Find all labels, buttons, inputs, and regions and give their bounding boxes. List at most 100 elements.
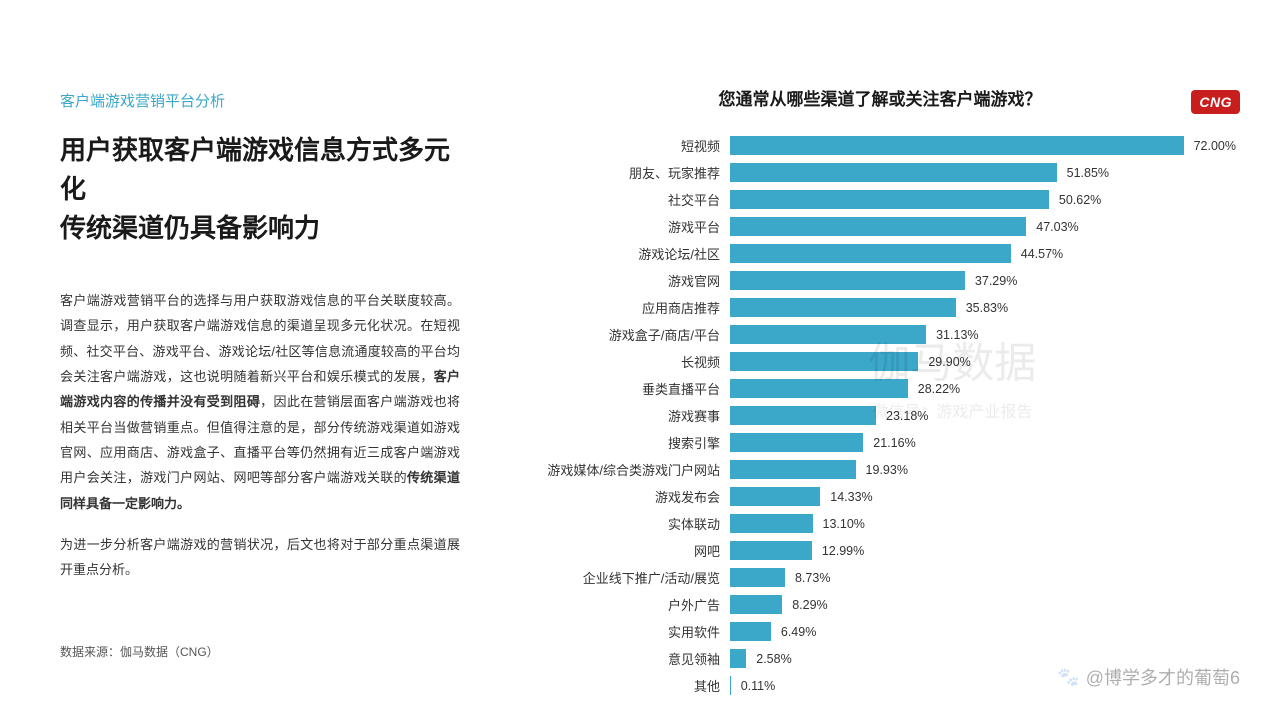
bar-value: 35.83%	[966, 301, 1008, 315]
bar-row: 搜索引擎 21.16%	[520, 429, 1240, 456]
data-source: 数据来源：伽马数据（CNG）	[60, 643, 460, 660]
bar-track: 31.13%	[730, 325, 1240, 344]
bar-row: 户外广告8.29%	[520, 591, 1240, 618]
bar-fill	[730, 136, 1184, 155]
bar-fill	[730, 514, 813, 533]
bar-value: 19.93%	[866, 463, 908, 477]
bar-track: 0.11%	[730, 676, 1240, 695]
bar-label: 实体联动	[520, 514, 730, 533]
bar-label: 其他	[520, 676, 730, 695]
bar-row: 游戏平台 47.03%	[520, 213, 1240, 240]
bar-value: 21.16%	[873, 436, 915, 450]
bar-fill	[730, 271, 965, 290]
bar-row: 游戏官网 37.29%	[520, 267, 1240, 294]
right-panel: CNG 您通常从哪些渠道了解或关注客户端游戏？ 短视频72.00%朋友、玩家推荐…	[500, 0, 1280, 720]
bar-fill	[730, 217, 1026, 236]
bar-value: 2.58%	[756, 652, 791, 666]
bar-track: 8.29%	[730, 595, 1240, 614]
bar-track: 13.10%	[730, 514, 1240, 533]
bar-track: 14.33%	[730, 487, 1240, 506]
bar-row: 游戏媒体/综合类游戏门户网站19.93%	[520, 456, 1240, 483]
bar-track: 12.99%	[730, 541, 1240, 560]
bar-fill	[730, 352, 918, 371]
paragraph-2: 为进一步分析客户端游戏的营销状况，后文也将对于部分重点渠道展开重点分析。	[60, 532, 460, 583]
cng-logo: CNG	[1191, 90, 1240, 114]
bar-value: 0.11%	[741, 679, 776, 693]
bar-row: 应用商店推荐35.83%	[520, 294, 1240, 321]
bar-row: 长视频 29.90%	[520, 348, 1240, 375]
bar-label: 游戏平台	[520, 217, 730, 236]
bar-fill	[730, 649, 746, 668]
bar-track: 35.83%	[730, 298, 1240, 317]
bar-value: 29.90%	[928, 355, 970, 369]
bar-track: 2.58%	[730, 649, 1240, 668]
bar-track: 51.85%	[730, 163, 1240, 182]
bar-fill	[730, 568, 785, 587]
bar-row: 短视频 72.00%	[520, 132, 1240, 159]
bar-chart: 短视频 72.00% 朋友、玩家推荐 51.85% 社交平台 50.62% 游戏平台 47.0…	[520, 132, 1240, 699]
bar-value: 47.03%	[1036, 220, 1078, 234]
bar-row: 企业线下推广/活动/展览8.73%	[520, 564, 1240, 591]
bar-label: 游戏盒子/商店/平台	[520, 325, 730, 344]
left-panel: 客户端游戏营销平台分析 用户获取客户端游戏信息方式多元化 传统渠道仍具备影响力 …	[0, 0, 500, 720]
bar-row: 其他 0.11%	[520, 672, 1240, 699]
bar-fill	[730, 325, 926, 344]
bar-value: 37.29%	[975, 274, 1017, 288]
bar-track: 72.00%	[730, 136, 1240, 155]
bar-track: 6.49%	[730, 622, 1240, 641]
bar-value: 44.57%	[1021, 247, 1063, 261]
bar-track: 44.57%	[730, 244, 1240, 263]
bar-value: 31.13%	[936, 328, 978, 342]
bar-value: 50.62%	[1059, 193, 1101, 207]
bar-track: 19.93%	[730, 460, 1240, 479]
bar-row: 网吧 12.99%	[520, 537, 1240, 564]
bar-label: 游戏发布会	[520, 487, 730, 506]
bar-row: 朋友、玩家推荐 51.85%	[520, 159, 1240, 186]
bar-fill	[730, 541, 812, 560]
bar-value: 12.99%	[822, 544, 864, 558]
bar-label: 搜索引擎	[520, 433, 730, 452]
bar-label: 游戏官网	[520, 271, 730, 290]
page-title: 用户获取客户端游戏信息方式多元化 传统渠道仍具备影响力	[60, 131, 460, 248]
bar-label: 长视频	[520, 352, 730, 371]
bar-label: 实用软件	[520, 622, 730, 641]
bar-value: 72.00%	[1194, 139, 1236, 153]
bar-value: 8.29%	[792, 598, 827, 612]
bar-row: 游戏赛事 23.18%	[520, 402, 1240, 429]
bar-label: 游戏论坛/社区	[520, 244, 730, 263]
bar-fill	[730, 163, 1057, 182]
bar-row: 游戏论坛/社区 44.57%	[520, 240, 1240, 267]
bar-value: 13.10%	[823, 517, 865, 531]
bar-fill	[730, 190, 1049, 209]
bar-row: 实体联动 13.10%	[520, 510, 1240, 537]
bar-fill	[730, 433, 863, 452]
title-line-2: 传统渠道仍具备影响力	[60, 213, 320, 243]
bar-label: 短视频	[520, 136, 730, 155]
bar-value: 6.49%	[781, 625, 816, 639]
bar-value: 51.85%	[1067, 166, 1109, 180]
bar-row: 游戏发布会 14.33%	[520, 483, 1240, 510]
bar-label: 垂类直播平台	[520, 379, 730, 398]
bar-label: 朋友、玩家推荐	[520, 163, 730, 182]
bar-fill	[730, 379, 908, 398]
bar-track: 21.16%	[730, 433, 1240, 452]
bar-value: 14.33%	[830, 490, 872, 504]
bar-track: 8.73%	[730, 568, 1240, 587]
bar-fill	[730, 676, 731, 695]
bar-track: 50.62%	[730, 190, 1240, 209]
bar-value: 23.18%	[886, 409, 928, 423]
bar-label: 游戏赛事	[520, 406, 730, 425]
section-label: 客户端游戏营销平台分析	[60, 90, 460, 111]
bar-row: 实用软件 6.49%	[520, 618, 1240, 645]
bar-track: 29.90%	[730, 352, 1240, 371]
bar-fill	[730, 406, 876, 425]
bar-row: 意见领袖2.58%	[520, 645, 1240, 672]
bar-fill	[730, 595, 782, 614]
bar-label: 网吧	[520, 541, 730, 560]
bar-label: 企业线下推广/活动/展览	[520, 568, 730, 587]
bar-track: 37.29%	[730, 271, 1240, 290]
bar-fill	[730, 244, 1011, 263]
title-line-1: 用户获取客户端游戏信息方式多元化	[60, 135, 450, 204]
bar-label: 社交平台	[520, 190, 730, 209]
bar-fill	[730, 487, 820, 506]
